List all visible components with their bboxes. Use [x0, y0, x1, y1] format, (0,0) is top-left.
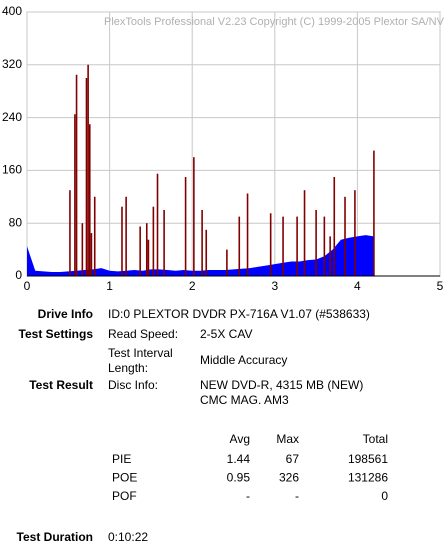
x-tick-label: 4	[354, 279, 361, 293]
cell: 0	[381, 489, 388, 503]
y-tick-label: 320	[2, 57, 22, 71]
label: Test Interval	[108, 346, 173, 360]
cell: 1.44	[227, 452, 251, 466]
x-tick-label: 3	[271, 279, 278, 293]
cell: 131286	[348, 471, 388, 485]
label: Test Duration	[17, 530, 93, 544]
label: Read Speed:	[108, 327, 178, 341]
value: CMC MAG. AM3	[200, 393, 289, 407]
value: 2-5X CAV	[200, 327, 252, 341]
column-header: Max	[276, 432, 299, 446]
cell: 198561	[348, 452, 388, 466]
y-tick-label: 160	[2, 163, 22, 177]
result-table: Avg Max Total PIE 1.44 67 198561 POE 0.95 326 1312…	[112, 432, 388, 503]
label: Test Settings	[19, 327, 94, 341]
pie-area	[27, 235, 374, 276]
plot-area	[26, 11, 441, 277]
plot: 0 80 160 240 320 400 0 1 2 3 4 5	[2, 4, 444, 293]
column-header: Total	[363, 432, 388, 446]
cell: POE	[112, 471, 137, 485]
x-tick-label: 1	[106, 279, 113, 293]
value: ID:0 PLEXTOR DVDR PX-716A V1.07 (#538633…	[108, 307, 370, 321]
y-tick-label: 0	[15, 268, 22, 282]
value: NEW DVD-R, 4315 MB (NEW)	[200, 378, 363, 392]
y-tick-label: 240	[2, 110, 22, 124]
label: Test Result	[29, 378, 93, 392]
label: Drive Info	[38, 307, 93, 321]
value: 0:10:22	[108, 530, 148, 544]
x-tick-label: 0	[24, 279, 31, 293]
cell: POF	[112, 489, 137, 503]
cell: -	[246, 489, 250, 503]
label: Length:	[108, 361, 148, 375]
cell: 326	[279, 471, 299, 485]
x-tick-label: 2	[189, 279, 196, 293]
y-tick-label: 80	[9, 215, 23, 229]
cell: 0.95	[227, 471, 251, 485]
cell: 67	[286, 452, 300, 466]
y-tick-label: 400	[2, 4, 22, 18]
cell: PIE	[112, 452, 131, 466]
column-header: Avg	[230, 432, 250, 446]
cell: -	[295, 489, 299, 503]
watermark: PlexTools Professional V2.23 Copyright (…	[104, 16, 445, 28]
x-tick-label: 5	[437, 279, 444, 293]
label: Disc Info:	[108, 378, 158, 392]
value: Middle Accuracy	[200, 353, 287, 367]
